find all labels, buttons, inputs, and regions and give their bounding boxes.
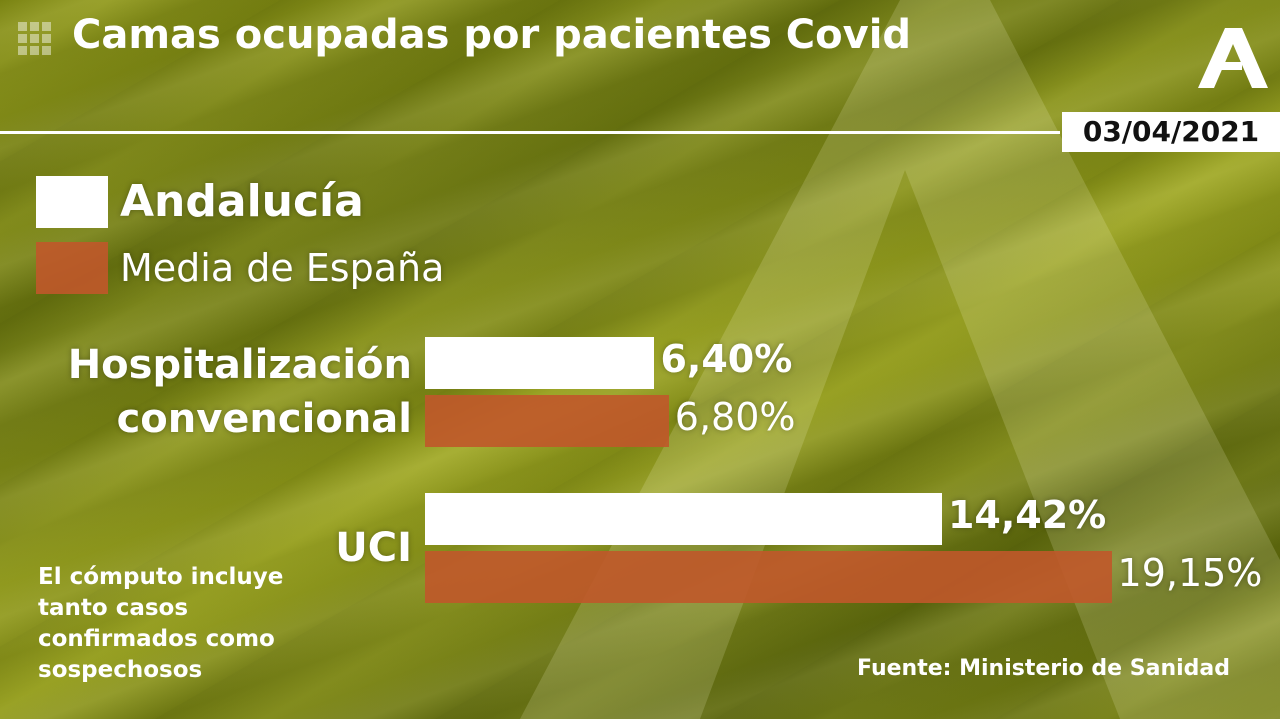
bar bbox=[425, 493, 942, 545]
grid-icon bbox=[18, 22, 51, 55]
value-label: 6,40% bbox=[660, 337, 793, 381]
legend-swatch bbox=[36, 176, 108, 228]
value-label: 19,15% bbox=[1117, 551, 1263, 595]
header-rule bbox=[0, 131, 1060, 134]
value-label: 6,80% bbox=[674, 395, 796, 439]
source: Fuente: Ministerio de Sanidad bbox=[857, 656, 1230, 681]
value-label: 14,42% bbox=[947, 493, 1107, 537]
legend-label: Andalucía bbox=[120, 176, 364, 227]
date: 03/04/2021 bbox=[1062, 112, 1280, 152]
bar bbox=[425, 337, 655, 389]
category-label: Hospitalización convencional bbox=[67, 342, 412, 442]
note: El cómputo incluye tanto casos confirmad… bbox=[38, 564, 284, 683]
legend-label: Media de España bbox=[120, 246, 445, 290]
chart-title: Camas ocupadas por pacientes Covid bbox=[72, 12, 912, 58]
bar bbox=[425, 395, 669, 447]
logo bbox=[1198, 28, 1268, 88]
bar bbox=[425, 551, 1112, 603]
category-label: UCI bbox=[335, 525, 412, 571]
legend-swatch bbox=[36, 242, 108, 294]
